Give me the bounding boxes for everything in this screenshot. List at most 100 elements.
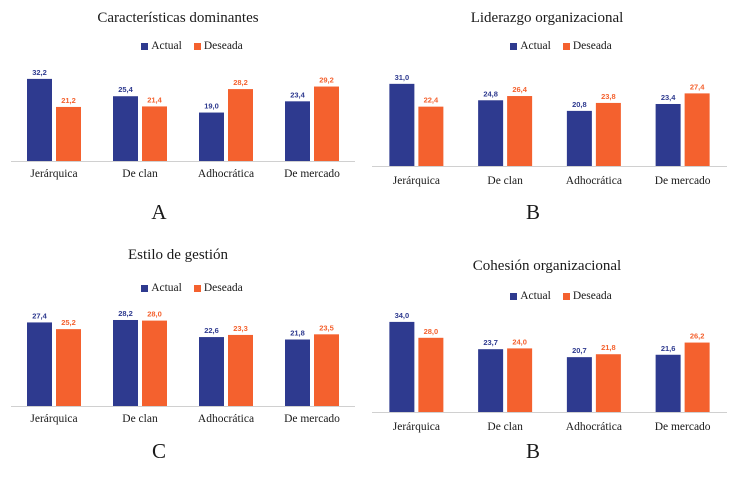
panel-letter: B xyxy=(525,439,540,463)
bar-actual xyxy=(566,110,592,166)
bar-deseada xyxy=(418,337,444,412)
data-label: 28,0 xyxy=(424,327,439,336)
chart-title: Liderazgo organizacional xyxy=(470,10,624,26)
bar-actual xyxy=(27,78,52,161)
legend-label-actual: Actual xyxy=(151,282,182,294)
category-label: De mercado xyxy=(655,175,711,187)
legend-swatch-deseada xyxy=(562,42,570,50)
data-label: 21,4 xyxy=(147,95,162,104)
legend-item-deseada: Deseada xyxy=(562,290,612,302)
bar-deseada xyxy=(228,334,253,406)
bar-deseada xyxy=(314,86,339,161)
chart-panel-caracteristicas: Características dominantes Actual Desead… xyxy=(0,0,369,241)
bar-actual xyxy=(478,100,504,166)
legend-label-deseada: Deseada xyxy=(572,40,612,52)
bar-actual xyxy=(199,337,224,406)
bar-actual xyxy=(655,354,681,412)
data-label: 23,7 xyxy=(483,338,498,347)
legend-item-actual: Actual xyxy=(141,40,182,52)
category-label: De mercado xyxy=(655,421,711,433)
legend-swatch-actual xyxy=(141,284,149,292)
legend-label-actual: Actual xyxy=(520,290,551,302)
data-label: 25,4 xyxy=(118,85,133,94)
category-label: Jerárquica xyxy=(393,175,440,187)
data-label: 28,2 xyxy=(118,309,133,318)
legend-label-deseada: Deseada xyxy=(572,290,612,302)
data-label: 20,7 xyxy=(572,346,587,355)
data-label: 23,4 xyxy=(290,90,305,99)
legend-item-deseada: Deseada xyxy=(562,40,612,52)
category-label: Adhocrática xyxy=(566,175,622,187)
data-label: 21,2 xyxy=(61,96,76,105)
bar-actual xyxy=(389,321,415,412)
chart-panel-liderazgo: Liderazgo organizacional Actual Deseada … xyxy=(369,0,738,241)
data-label: 26,4 xyxy=(512,85,527,94)
data-label: 24,0 xyxy=(512,337,527,346)
category-label: Jerárquica xyxy=(30,168,77,180)
data-label: 28,0 xyxy=(147,310,162,319)
chart-title: Cohesión organizacional xyxy=(472,258,622,274)
chart-panel-estilo: Estilo de gestión Actual Deseada 27,4 25,… xyxy=(0,241,369,482)
bar-chart: 31,0 22,4 Jerárquica 24,8 26,4 De clan 20,8 23,… xyxy=(372,73,727,187)
data-label: 32,2 xyxy=(32,68,47,77)
data-label: 22,6 xyxy=(204,326,219,335)
panel-letter: C xyxy=(151,439,166,463)
legend-swatch-deseada xyxy=(193,284,201,292)
bar-deseada xyxy=(314,334,339,406)
category-label: De clan xyxy=(122,168,158,180)
legend-swatch-actual xyxy=(141,42,149,50)
data-label: 22,4 xyxy=(424,96,439,105)
chart-legend: Actual Deseada xyxy=(369,40,738,52)
bar-actual xyxy=(566,357,592,412)
legend-item-deseada: Deseada xyxy=(193,282,243,294)
bar-actual xyxy=(655,103,681,166)
bar-deseada xyxy=(56,106,81,161)
bar-chart: 27,4 25,2 Jerárquica 28,2 28,0 De clan 22,6 23,… xyxy=(11,309,355,425)
data-label: 29,2 xyxy=(319,76,334,85)
category-label: De clan xyxy=(487,175,523,187)
legend-item-actual: Actual xyxy=(510,40,551,52)
chart-title: Características dominantes xyxy=(97,10,259,26)
legend-item-deseada: Deseada xyxy=(193,40,243,52)
data-label: 31,0 xyxy=(395,73,410,82)
data-label: 19,0 xyxy=(204,102,219,111)
category-label: Jerárquica xyxy=(393,421,440,433)
bar-deseada xyxy=(228,89,253,161)
category-label: De clan xyxy=(122,413,158,425)
data-label: 27,4 xyxy=(690,82,705,91)
legend-item-actual: Actual xyxy=(141,282,182,294)
chart-panel-cohesion: Cohesión organizacional Actual Deseada 3… xyxy=(369,241,738,482)
legend-swatch-deseada xyxy=(562,292,570,300)
data-label: 25,2 xyxy=(61,318,76,327)
bar-deseada xyxy=(507,348,533,412)
bar-deseada xyxy=(595,354,621,412)
legend-swatch-actual xyxy=(510,42,518,50)
bar-actual xyxy=(199,112,224,161)
data-label: 23,8 xyxy=(601,92,616,101)
bar-deseada xyxy=(684,93,710,166)
panel-letter: A xyxy=(151,200,167,224)
category-label: Adhocrática xyxy=(198,413,254,425)
bar-actual xyxy=(27,322,52,406)
legend-item-actual: Actual xyxy=(510,290,551,302)
bar-deseada xyxy=(418,106,444,166)
data-label: 27,4 xyxy=(32,311,47,320)
category-label: De mercado xyxy=(284,168,340,180)
bar-actual xyxy=(285,339,310,406)
data-label: 23,5 xyxy=(319,323,334,332)
data-label: 23,3 xyxy=(233,324,248,333)
data-label: 21,8 xyxy=(290,329,305,338)
data-label: 26,2 xyxy=(690,332,705,341)
category-label: Adhocrática xyxy=(198,168,254,180)
bar-actual xyxy=(389,83,415,166)
bar-deseada xyxy=(595,102,621,166)
data-label: 34,0 xyxy=(395,311,410,320)
data-label: 23,4 xyxy=(661,93,676,102)
bar-deseada xyxy=(56,329,81,406)
bar-deseada xyxy=(684,342,710,412)
bar-deseada xyxy=(142,320,167,406)
data-label: 21,6 xyxy=(661,344,676,353)
bar-actual xyxy=(285,101,310,161)
category-label: Adhocrática xyxy=(566,421,622,433)
chart-legend: Actual Deseada xyxy=(0,282,384,294)
